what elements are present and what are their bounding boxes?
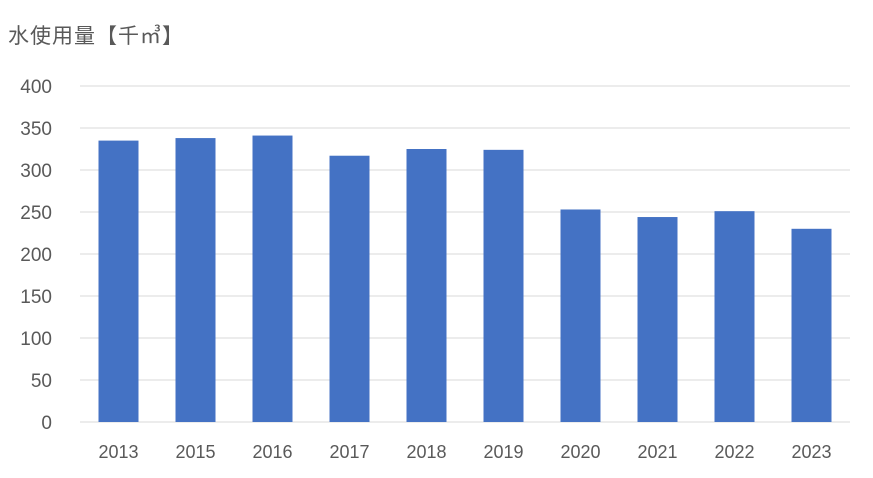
y-axis-ticks: 0 50 100 150 200 250 300 350 400 bbox=[20, 77, 52, 434]
x-tick-label: 2021 bbox=[637, 442, 677, 462]
bar-2018 bbox=[406, 149, 447, 422]
y-tick-label: 250 bbox=[20, 203, 52, 224]
x-tick-label: 2020 bbox=[560, 442, 600, 462]
y-tick-label: 400 bbox=[20, 77, 52, 98]
bar-2016 bbox=[252, 135, 293, 422]
bar-2017 bbox=[329, 155, 370, 422]
bar-2015 bbox=[175, 138, 216, 422]
bar-2019 bbox=[483, 149, 524, 422]
y-tick-label: 0 bbox=[41, 413, 52, 434]
y-tick-label: 150 bbox=[20, 287, 52, 308]
bars bbox=[98, 135, 832, 422]
x-tick-label: 2018 bbox=[406, 442, 446, 462]
bar-2022 bbox=[714, 211, 755, 422]
x-tick-label: 2013 bbox=[98, 442, 138, 462]
x-tick-label: 2015 bbox=[175, 442, 215, 462]
x-tick-label: 2019 bbox=[483, 442, 523, 462]
y-tick-label: 100 bbox=[20, 329, 52, 350]
bar-2023 bbox=[791, 228, 832, 422]
y-tick-label: 200 bbox=[20, 245, 52, 266]
x-tick-label: 2016 bbox=[252, 442, 292, 462]
y-tick-label: 300 bbox=[20, 161, 52, 182]
y-tick-label: 50 bbox=[31, 371, 52, 392]
x-axis-ticks: 2013 2015 2016 2017 2018 2019 2020 2021 2022 2023 bbox=[98, 442, 831, 462]
chart-title: 水使用量【千㎥】 bbox=[8, 24, 184, 48]
x-tick-label: 2023 bbox=[791, 442, 831, 462]
bar-2013 bbox=[98, 140, 139, 422]
bar-2021 bbox=[637, 217, 678, 422]
bar-2020 bbox=[560, 209, 601, 422]
y-tick-label: 350 bbox=[20, 119, 52, 140]
x-tick-label: 2017 bbox=[329, 442, 369, 462]
x-tick-label: 2022 bbox=[714, 442, 754, 462]
